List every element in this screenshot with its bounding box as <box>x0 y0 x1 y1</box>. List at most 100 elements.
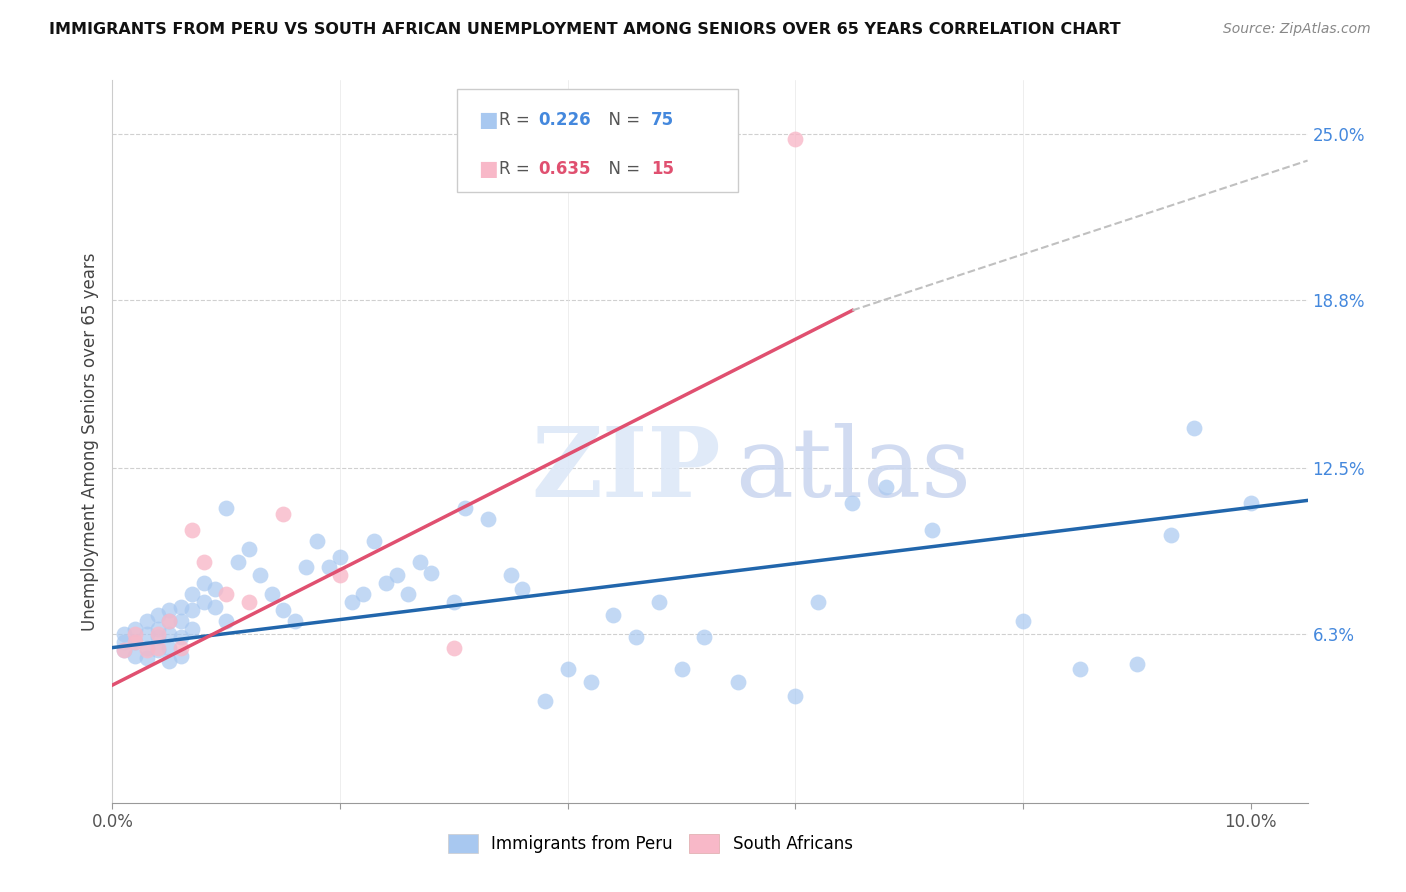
Point <box>363 533 385 548</box>
Point <box>170 648 193 663</box>
Legend: Immigrants from Peru, South Africans: Immigrants from Peru, South Africans <box>441 827 859 860</box>
Point <box>1069 662 1091 676</box>
Point <box>579 675 602 690</box>
Text: 15: 15 <box>651 161 673 178</box>
Point <box>124 648 146 663</box>
Point <box>204 582 226 596</box>
Point <box>135 651 157 665</box>
Point <box>215 501 238 516</box>
Point <box>385 568 408 582</box>
Point <box>329 568 352 582</box>
Point <box>624 630 647 644</box>
Point <box>1126 657 1149 671</box>
Point <box>374 576 396 591</box>
Point <box>420 566 443 580</box>
Text: N =: N = <box>598 161 645 178</box>
Text: ■: ■ <box>478 160 498 179</box>
Point <box>170 614 193 628</box>
Point <box>170 630 193 644</box>
Point <box>409 555 432 569</box>
Point <box>249 568 271 582</box>
Point <box>146 622 169 636</box>
Point <box>157 654 180 668</box>
Point <box>112 643 135 657</box>
Y-axis label: Unemployment Among Seniors over 65 years: Unemployment Among Seniors over 65 years <box>80 252 98 631</box>
Point <box>193 595 215 609</box>
Text: N =: N = <box>598 112 645 129</box>
Point <box>124 627 146 641</box>
Point <box>170 600 193 615</box>
Point <box>396 587 419 601</box>
Text: ■: ■ <box>478 111 498 130</box>
Text: R =: R = <box>499 161 536 178</box>
Point <box>181 523 204 537</box>
Point <box>146 640 169 655</box>
Text: 0.635: 0.635 <box>538 161 591 178</box>
Point <box>157 614 180 628</box>
Point <box>124 622 146 636</box>
Point <box>124 635 146 649</box>
Point <box>284 614 307 628</box>
Point <box>499 568 522 582</box>
Point <box>534 694 557 708</box>
Text: ZIP: ZIP <box>531 424 721 517</box>
Point <box>510 582 533 596</box>
Point <box>181 603 204 617</box>
Point <box>193 576 215 591</box>
Point <box>135 627 157 641</box>
Point <box>215 587 238 601</box>
Point <box>352 587 374 601</box>
Point <box>443 595 465 609</box>
Point <box>921 523 943 537</box>
Text: atlas: atlas <box>735 424 972 517</box>
Point <box>671 662 693 676</box>
Point <box>1182 421 1205 435</box>
Text: R =: R = <box>499 112 536 129</box>
Point <box>340 595 363 609</box>
Point <box>785 689 807 703</box>
Text: 75: 75 <box>651 112 673 129</box>
Point <box>1012 614 1035 628</box>
Point <box>557 662 579 676</box>
Point <box>602 608 624 623</box>
Point <box>329 549 352 564</box>
Point <box>271 507 294 521</box>
Point <box>181 622 204 636</box>
Point <box>807 595 830 609</box>
Point <box>204 600 226 615</box>
Point <box>112 643 135 657</box>
Point <box>146 627 169 641</box>
Point <box>238 595 260 609</box>
Point <box>135 614 157 628</box>
Point <box>146 608 169 623</box>
Point <box>271 603 294 617</box>
Point <box>157 640 180 655</box>
Point <box>124 635 146 649</box>
Point <box>443 640 465 655</box>
Point <box>157 603 180 617</box>
Text: 0.226: 0.226 <box>538 112 591 129</box>
Point <box>1240 496 1263 510</box>
Point <box>146 643 169 657</box>
Point <box>112 627 135 641</box>
Point <box>146 630 169 644</box>
Point <box>181 587 204 601</box>
Point <box>477 512 499 526</box>
Point <box>318 560 340 574</box>
Point <box>841 496 863 510</box>
Point <box>875 480 897 494</box>
Point <box>215 614 238 628</box>
Point <box>135 643 157 657</box>
Point <box>785 132 807 146</box>
Point <box>170 640 193 655</box>
Point <box>238 541 260 556</box>
Text: Source: ZipAtlas.com: Source: ZipAtlas.com <box>1223 22 1371 37</box>
Point <box>1160 528 1182 542</box>
Point <box>226 555 249 569</box>
Point <box>693 630 716 644</box>
Point <box>260 587 283 601</box>
Point <box>454 501 477 516</box>
Text: IMMIGRANTS FROM PERU VS SOUTH AFRICAN UNEMPLOYMENT AMONG SENIORS OVER 65 YEARS C: IMMIGRANTS FROM PERU VS SOUTH AFRICAN UN… <box>49 22 1121 37</box>
Point <box>157 614 180 628</box>
Point <box>157 627 180 641</box>
